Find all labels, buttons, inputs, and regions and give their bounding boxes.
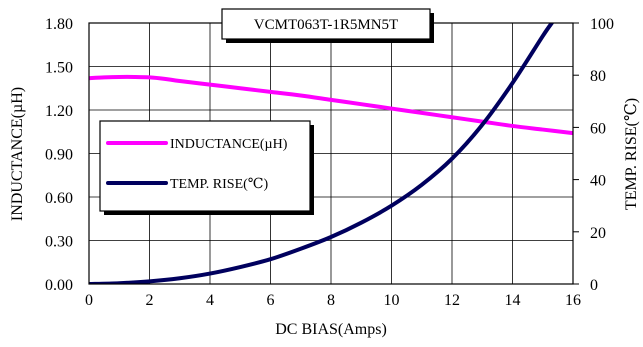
series-line-inductance: [89, 74, 573, 136]
chart-title: VCMT063T-1R5MN5T: [254, 17, 398, 33]
legend-label-inductance: INDUCTANCE(µH): [170, 137, 288, 152]
y-right-tick-label: 20: [590, 225, 606, 242]
series-line-temp-rise: [89, 23, 554, 284]
x-tick-label: 2: [146, 292, 154, 309]
x-tick-label: 16: [565, 292, 581, 309]
y-right-tick-label: 40: [590, 173, 606, 190]
y-right-tick-labels: 0 20 40 60 80 100: [590, 16, 614, 294]
y-right-tick-label: 100: [590, 16, 614, 33]
y-left-tick-label: 0.60: [45, 190, 73, 207]
x-tick-label: 8: [327, 292, 335, 309]
y-left-tick-label: 0.00: [45, 277, 73, 294]
y-left-tick-label: 0.30: [45, 234, 73, 251]
series-lines: [89, 23, 573, 284]
y-right-axis-title: TEMP. RISE(℃): [623, 98, 640, 210]
x-tick-label: 14: [505, 292, 521, 309]
y-left-tick-labels: 0.00 0.30 0.60 0.90 1.20 1.50 1.80: [45, 16, 73, 294]
legend-label-temp-rise: TEMP. RISE(℃): [170, 177, 268, 192]
y-right-tick-label: 60: [590, 120, 606, 137]
x-tick-label: 12: [444, 292, 460, 309]
grid: [89, 23, 573, 284]
x-tick-labels: 0 2 4 6 8 10 12 14 16: [85, 292, 581, 309]
y-left-axis-title: INDUCTANCE(µH): [9, 87, 26, 221]
legend-box: [99, 120, 311, 212]
y-left-tick-label: 1.20: [45, 103, 73, 120]
x-tick-label: 6: [267, 292, 275, 309]
x-tick-label: 0: [85, 292, 93, 309]
y-left-tick-label: 1.50: [45, 60, 73, 77]
chart-title-box: VCMT063T-1R5MN5T: [221, 8, 434, 43]
y-right-tick-label: 80: [590, 68, 606, 85]
tick-marks: [573, 22, 579, 285]
x-axis-title: DC BIAS(Amps): [275, 321, 387, 338]
y-left-tick-label: 1.80: [45, 16, 73, 33]
x-tick-label: 10: [384, 292, 400, 309]
legend: INDUCTANCE(µH) TEMP. RISE(℃): [99, 120, 314, 215]
title-box: [221, 8, 431, 40]
x-tick-label: 4: [206, 292, 214, 309]
y-left-tick-label: 0.90: [45, 147, 73, 164]
y-right-tick-label: 0: [590, 277, 598, 294]
